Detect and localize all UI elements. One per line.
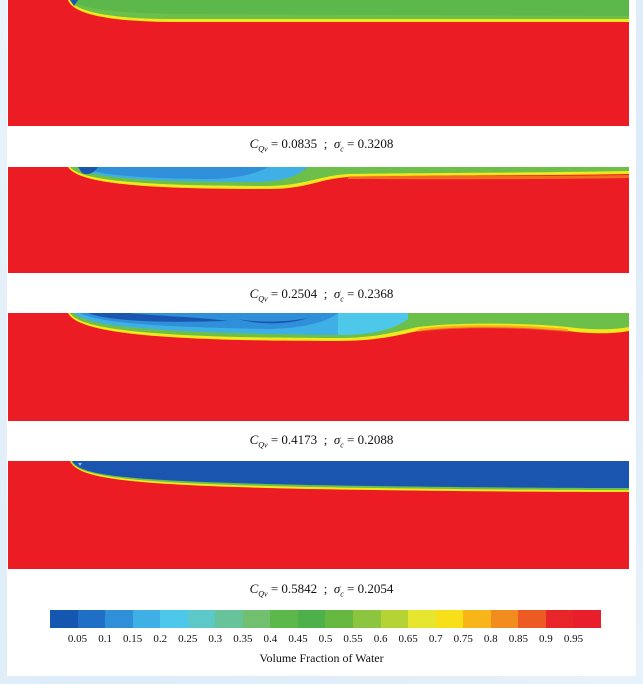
cq-symbol: C [249,286,259,301]
contour-plot-4 [8,461,629,569]
colorbar-tick-label: 0.05 [67,633,88,645]
colorbar-tick-label: 0.85 [508,633,528,645]
colorbar-tick-label: 0.4 [263,633,278,645]
colorbar-cell [463,610,491,628]
contour-plot-1 [8,0,629,126]
colorbar-cell [408,610,436,628]
cq-subscript: Qv [258,440,268,450]
colorbar-tick-label: 0.9 [539,633,553,645]
sigma-subscript: c [340,440,344,450]
cq-subscript: Qv [258,294,268,304]
cq-subscript: Qv [258,589,268,599]
cq-value: = 0.4173 [270,432,318,447]
colorbar-cell [380,610,409,628]
sigma-subscript: c [340,294,344,304]
colorbar-ticks: 0.05 0.1 0.15 0.2 0.25 0.3 0.35 0.4 0.45 0.5 0.55 0… [30,633,620,647]
colorbar-cell [132,610,161,628]
colorbar-cell [573,610,601,628]
colorbar-cell [297,610,326,628]
separator: ; [323,581,328,596]
colorbar-cell [353,610,381,628]
colorbar-tick-label: 0.3 [208,633,223,645]
panel-caption-3: CQv = 0.4173 ; σc = 0.2088 [0,432,643,450]
colorbar [50,610,601,628]
colorbar-cell [270,610,298,628]
colorbar-tick-label: 0.8 [483,633,498,645]
colorbar-cell [160,610,188,628]
sigma-symbol: σ [333,432,341,447]
colorbar-title: Volume Fraction of Water [259,651,384,665]
colorbar-tick-label: 0.55 [343,633,363,645]
separator: ; [323,432,328,447]
separator: ; [323,136,328,151]
sigma-symbol: σ [333,581,341,596]
colorbar-cell [518,610,546,628]
colorbar-cell [242,610,271,628]
colorbar-cell [187,610,216,628]
colorbar-tick-label: 0.1 [98,633,112,645]
colorbar-cell [215,610,243,628]
colorbar-tick-label: 0.2 [153,633,168,645]
sigma-subscript: c [340,589,344,599]
colorbar-cell [490,610,519,628]
sigma-symbol: σ [333,286,341,301]
sigma-value: = 0.2368 [347,286,394,301]
colorbar-cell [50,610,78,628]
panel-caption-2: CQv = 0.2504 ; σc = 0.2368 [0,286,643,304]
colorbar-cell [435,610,464,628]
contour-panel-2 [8,167,629,273]
cq-value: = 0.2504 [270,286,318,301]
colorbar-tick-label: 0.15 [123,633,143,645]
contour-plot-3 [8,313,629,421]
colorbar-cell [105,610,133,628]
contour-panel-4 [8,461,629,569]
cq-symbol: C [249,136,259,151]
colorbar-tick-label: 0.6 [373,633,388,645]
contour-panel-3 [8,313,629,421]
colorbar-tick-label: 0.25 [178,633,198,645]
sigma-subscript: c [340,144,344,154]
cq-symbol: C [249,581,259,596]
panel-caption-4: CQv = 0.5842 ; σc = 0.2054 [0,581,643,599]
cq-symbol: C [249,432,259,447]
sigma-value: = 0.2088 [347,432,394,447]
colorbar-tick-label: 0.7 [428,633,443,645]
separator: ; [323,286,328,301]
colorbar-tick-label: 0.45 [288,633,308,645]
colorbar-cell [77,610,106,628]
colorbar-cell [325,610,354,628]
colorbar-tick-label: 0.35 [233,633,253,645]
colorbar-cell [545,610,574,628]
cq-value: = 0.0835 [270,136,318,151]
panel-caption-1: CQv = 0.0835 ; σc = 0.3208 [0,136,643,154]
cq-value: = 0.5842 [270,581,318,596]
contour-plot-2 [8,167,629,273]
colorbar-tick-label: 0.65 [398,633,418,645]
colorbar-tick-label: 0.75 [453,633,473,645]
sigma-symbol: σ [333,136,341,151]
contour-panel-1 [8,0,629,126]
sigma-value: = 0.2054 [347,581,394,596]
colorbar-tick-label: 0.95 [563,633,584,645]
sigma-value: = 0.3208 [347,136,394,151]
colorbar-tick-label: 0.5 [318,633,333,645]
cq-subscript: Qv [258,144,268,154]
